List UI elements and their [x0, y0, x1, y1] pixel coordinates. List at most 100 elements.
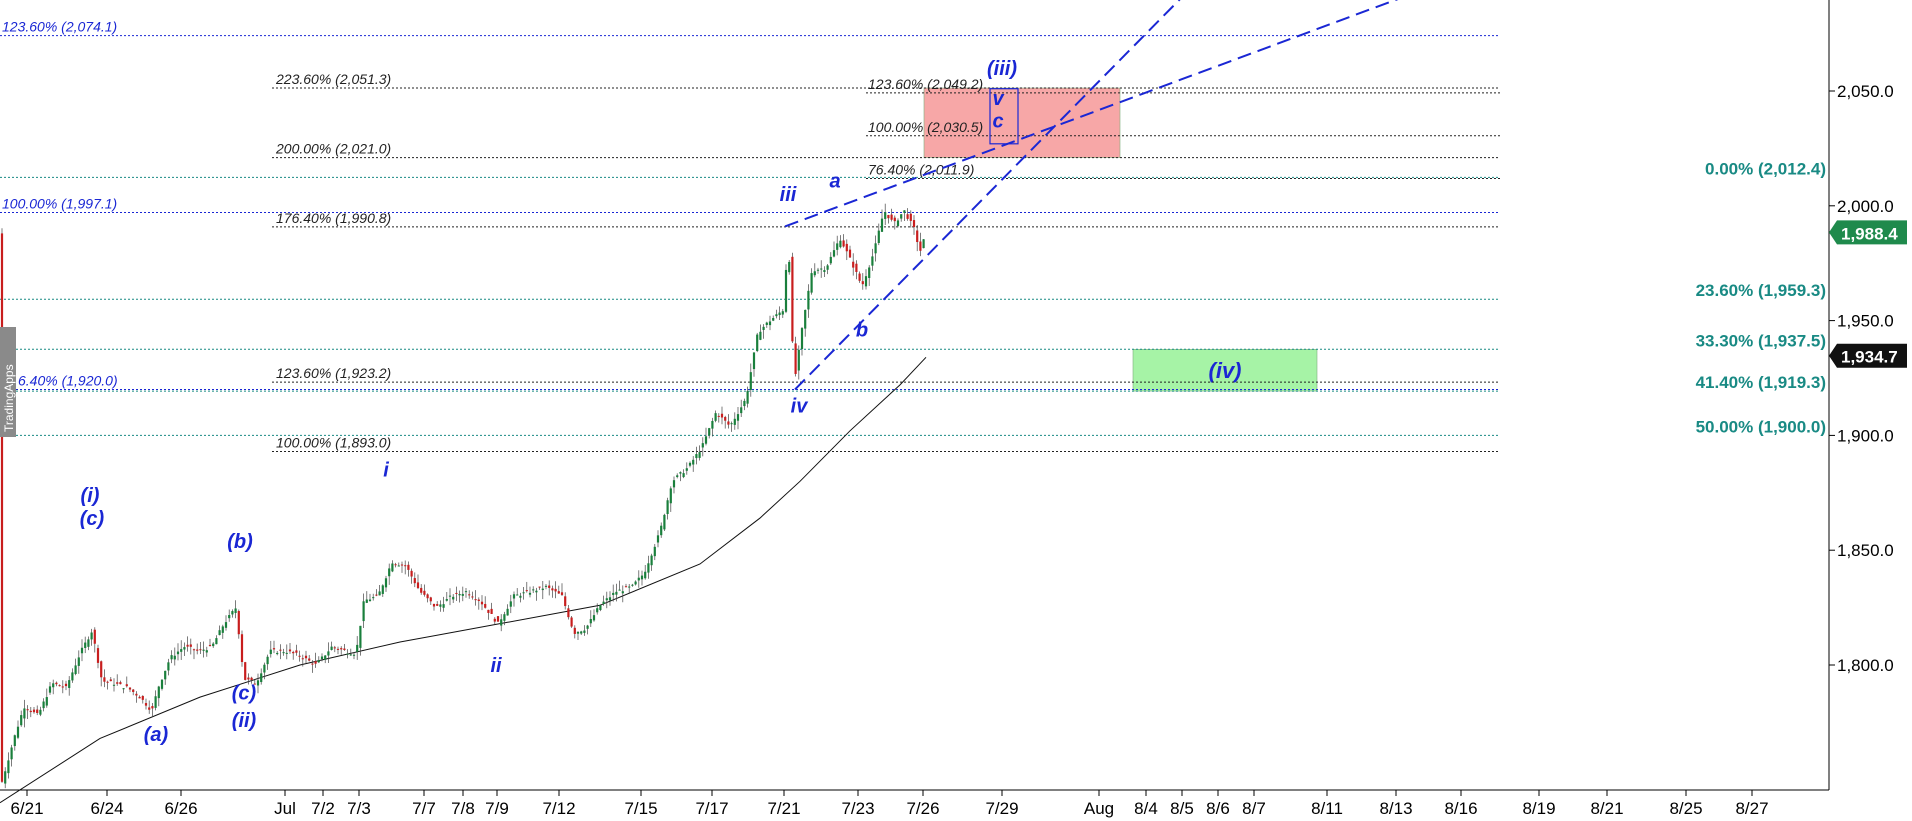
candle-body	[896, 220, 900, 227]
candle-body	[141, 695, 144, 700]
candle-body	[352, 654, 356, 656]
fib-label-10: 33.30% (1,937.5)	[1696, 331, 1826, 350]
candle-body	[788, 261, 791, 273]
candle-body	[458, 593, 461, 596]
candle-body	[628, 586, 631, 588]
fib-label-4: 200.00% (2,021.0)	[275, 141, 391, 157]
wave-label-12: (iii)	[987, 58, 1017, 80]
x-axis: 6/21 6/24 6/26 Jul 7/2 7/3 7/7 7/8 7/9 7/12 7/15 7/…	[0, 789, 1829, 818]
candle-body	[733, 418, 736, 425]
candle-body	[586, 625, 589, 629]
fib-label-15: 100.00% (1,893.0)	[276, 434, 391, 450]
fib-label-6: 76.40% (2,011.9)	[868, 161, 974, 177]
y-tick-label-3: 1,950.0	[1837, 312, 1894, 331]
candle-body	[288, 649, 292, 652]
y-axis: 1,800.0 1,850.0 1,900.0 1,950.0 2,000.0 2,050…	[1828, 0, 1894, 790]
candlesticks	[0, 203, 925, 789]
candle-body	[637, 577, 640, 581]
candle-body	[768, 321, 772, 326]
candle-body	[205, 650, 208, 653]
candle-body	[695, 454, 698, 459]
candle-body	[413, 578, 416, 584]
candle-body	[279, 649, 282, 651]
candle-body	[605, 598, 608, 601]
candle-body	[228, 615, 231, 619]
fib-label-7: 100.00% (1,997.1)	[2, 195, 117, 211]
candle-body	[548, 585, 551, 588]
candle-body	[500, 619, 503, 626]
candle-body	[890, 214, 893, 220]
candle-body	[276, 652, 279, 655]
candle-body	[266, 656, 269, 665]
candle-body	[528, 592, 532, 595]
candle-body	[644, 571, 647, 579]
candle-body	[749, 372, 752, 390]
candle-body	[448, 595, 452, 597]
candle-body	[711, 420, 714, 429]
x-tick-label-3: Jul	[274, 799, 296, 818]
fib-label-13: 41.40% (1,919.3)	[1696, 373, 1826, 392]
candle-body	[496, 616, 500, 622]
candle-body	[845, 243, 848, 252]
moving-average-line	[0, 356, 927, 804]
candle-body	[468, 594, 471, 596]
candle-body	[490, 608, 493, 614]
candle-body	[346, 653, 349, 655]
x-tick-label-22: 8/13	[1379, 799, 1412, 818]
candle-body	[752, 352, 756, 370]
candle-body	[570, 617, 573, 627]
candle-body	[160, 679, 164, 689]
candle-body	[784, 269, 788, 312]
candle-body	[573, 627, 576, 634]
candle-body	[516, 594, 519, 596]
candle-body	[189, 644, 192, 647]
candle-body	[0, 233, 4, 782]
candle-body	[919, 241, 922, 251]
candle-body	[58, 685, 61, 687]
wave-iv-zone-label: (iv)	[1209, 358, 1242, 383]
candle-body	[196, 649, 199, 651]
x-tick-label-13: 7/23	[841, 799, 874, 818]
candle-body	[144, 703, 148, 706]
candle-body	[704, 436, 708, 444]
candle-body	[692, 459, 695, 465]
candle-body	[298, 655, 301, 657]
candle-body	[100, 661, 103, 678]
fibonacci-levels: 123.60% (2,074.1) 223.60% (2,051.3) 123.60…	[0, 19, 1826, 452]
candle-body	[199, 649, 202, 651]
candle-body	[330, 646, 333, 650]
candle-body	[660, 525, 663, 536]
wave-iv-zone	[1132, 348, 1318, 392]
candle-body	[884, 212, 887, 219]
candle-body	[826, 265, 829, 270]
candle-body	[436, 604, 439, 606]
candle-body	[45, 697, 48, 706]
x-tick-label-0: 6/21	[10, 799, 43, 818]
candle-body	[272, 648, 276, 650]
candle-body	[727, 421, 730, 425]
candle-body	[916, 230, 919, 243]
candle-body	[676, 475, 679, 478]
candle-body	[154, 696, 157, 708]
candle-body	[157, 686, 160, 699]
candle-body	[244, 662, 247, 680]
candle-body	[343, 648, 346, 651]
candle-body	[893, 217, 896, 222]
candle-body	[672, 480, 676, 488]
candle-body	[384, 578, 388, 588]
fib-label-1: 223.60% (2,051.3)	[275, 71, 391, 87]
wave-label-9: iv	[791, 395, 810, 417]
candle-body	[282, 652, 285, 654]
candle-body	[682, 473, 685, 478]
candle-body	[647, 563, 650, 573]
fib-label-8: 176.40% (1,990.8)	[276, 210, 391, 226]
candle-body	[736, 414, 740, 421]
candle-body	[877, 230, 880, 243]
candle-body	[74, 665, 77, 675]
candle-body	[608, 597, 612, 601]
wave-label-14: c	[992, 111, 1003, 133]
candle-body	[333, 647, 336, 649]
candle-body	[640, 575, 644, 580]
candle-body	[836, 243, 839, 250]
candle-body	[317, 660, 320, 663]
